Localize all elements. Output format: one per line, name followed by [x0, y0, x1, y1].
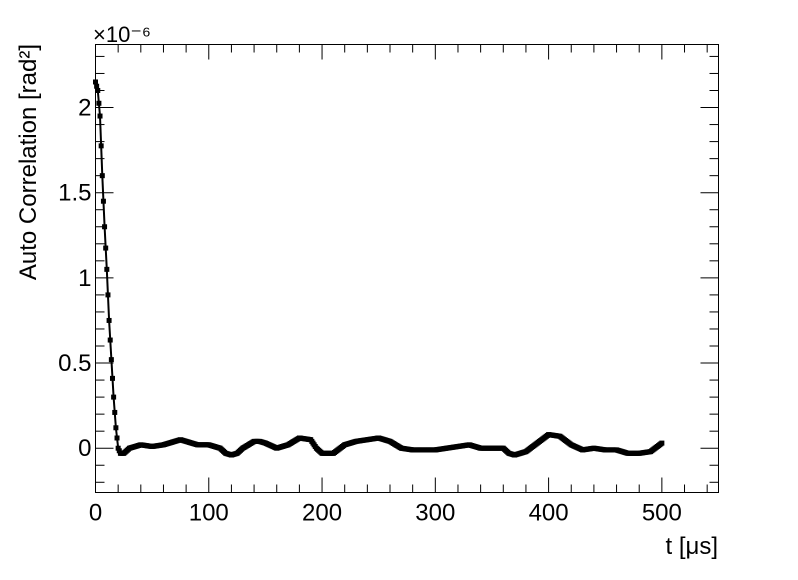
- data-point: [113, 425, 119, 431]
- data-point: [97, 113, 103, 119]
- data-point: [112, 409, 118, 415]
- data-series: [93, 79, 665, 458]
- y-tick-label: 1: [78, 265, 91, 292]
- data-point: [104, 266, 110, 272]
- data-point: [109, 375, 115, 381]
- data-point: [111, 394, 117, 400]
- data-point: [102, 224, 108, 230]
- axis-ticks: [95, 44, 719, 493]
- tick-labels: 0 100 200 300 400 500 0 0.5 1 1.5 2: [58, 95, 682, 527]
- data-point: [103, 245, 109, 251]
- x-tick-label: 400: [529, 500, 569, 527]
- data-point: [105, 292, 111, 298]
- data-point: [106, 317, 112, 323]
- data-point: [114, 435, 120, 441]
- data-point: [93, 79, 98, 85]
- plot-frame: [95, 44, 719, 493]
- x-tick-label: 100: [189, 500, 229, 527]
- y-axis-label: Auto Correlation [rad²]: [15, 44, 42, 280]
- data-point: [659, 440, 665, 446]
- x-axis-label: t [μs]: [666, 533, 719, 560]
- y-tick-label: 0.5: [58, 350, 91, 377]
- data-point: [99, 173, 105, 179]
- data-point: [98, 143, 104, 149]
- y-tick-label: 0: [78, 435, 91, 462]
- data-point: [108, 357, 114, 363]
- data-point: [107, 337, 113, 343]
- data-point: [96, 100, 102, 106]
- x-tick-label: 0: [89, 500, 102, 527]
- y-exponent-label: ×10⁻⁶: [93, 22, 151, 47]
- data-point: [115, 445, 121, 451]
- y-tick-label: 2: [78, 95, 91, 122]
- data-point: [94, 83, 100, 89]
- x-tick-label: 300: [415, 500, 455, 527]
- x-tick-label: 200: [302, 500, 342, 527]
- y-tick-label: 1.5: [58, 180, 91, 207]
- data-point: [116, 448, 122, 454]
- data-point: [100, 198, 106, 204]
- x-tick-label: 500: [642, 500, 682, 527]
- data-point: [95, 87, 101, 93]
